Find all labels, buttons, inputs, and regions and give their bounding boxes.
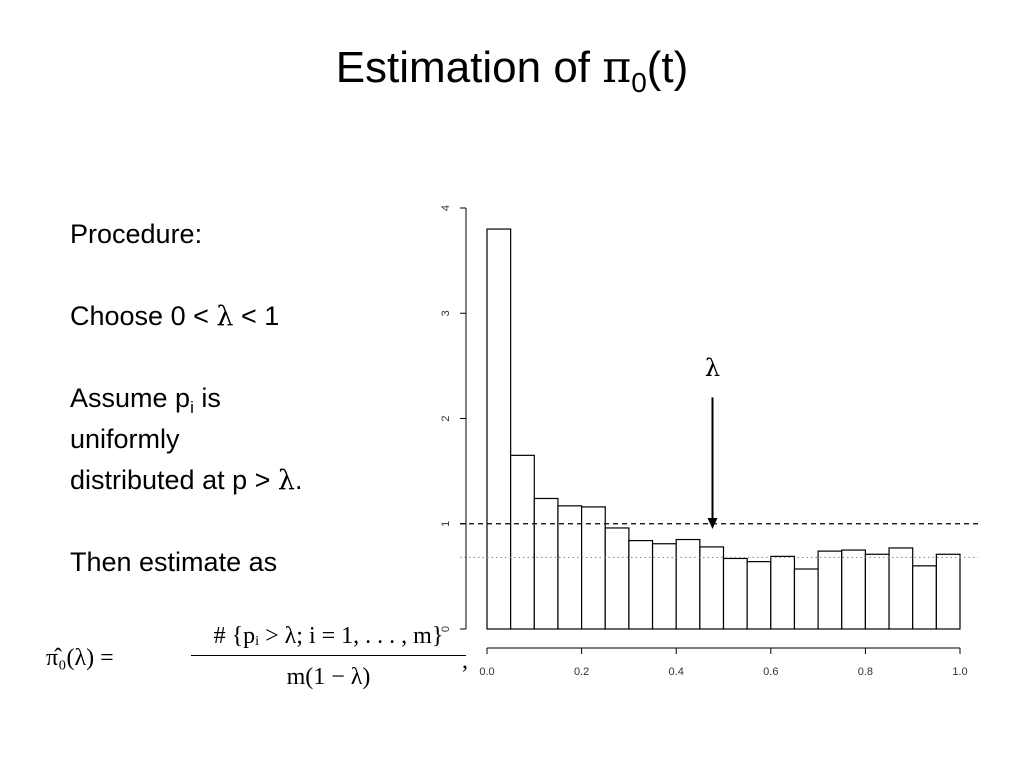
- histogram-bar: [699, 546, 725, 630]
- uniformly-line: uniformly: [70, 424, 180, 454]
- histogram-bar: [533, 497, 559, 630]
- procedure-heading: Procedure:: [70, 219, 203, 249]
- x-tick-label: 0.0: [479, 666, 494, 678]
- lambda-label: λ: [705, 354, 720, 382]
- histogram-bar: [486, 228, 512, 630]
- y-axis: 0 1 2 3 4: [440, 205, 467, 632]
- histogram-bar: [722, 557, 748, 630]
- histogram-bar: [510, 454, 535, 630]
- histogram-bar: [912, 565, 937, 630]
- distributed-tail: .: [295, 465, 303, 495]
- choose-lambda-line: Choose 0 < λ < 1: [70, 296, 400, 337]
- histogram-bars: [486, 228, 961, 630]
- histogram-bar: [651, 543, 677, 630]
- x-tick-label: 1.0: [952, 666, 967, 678]
- lambda-symbol: λ: [216, 301, 234, 332]
- estimate-line: Then estimate as: [70, 547, 278, 577]
- p-subscript: i: [190, 398, 194, 417]
- histogram-bar: [888, 547, 914, 630]
- assume-tail: is: [193, 383, 221, 413]
- title-pi-symbol: π: [602, 42, 632, 93]
- histogram-bar: [817, 550, 843, 630]
- formula-fraction: # {pᵢ > λ; i = 1, . . . , m} m(1 − λ): [191, 620, 466, 693]
- distributed-text: distributed at p >: [70, 465, 278, 495]
- histogram-bar: [675, 538, 701, 630]
- y-tick-label: 2: [440, 415, 452, 421]
- y-tick-label: 1: [440, 521, 452, 527]
- y-tick-label: 4: [440, 205, 452, 211]
- y-tick-label: 0: [440, 626, 452, 632]
- histogram-bar: [841, 549, 866, 630]
- histogram-bar: [580, 506, 606, 630]
- distributed-line: distributed at p > λ.: [70, 460, 400, 501]
- histogram-bar: [793, 568, 819, 630]
- x-tick-label: 0.4: [669, 666, 684, 678]
- slide-title: Estimation of π0(t): [0, 38, 1024, 98]
- x-axis: 0.0 0.2 0.4 0.6 0.8 1.0: [479, 647, 968, 678]
- title-tail: (t): [646, 43, 689, 92]
- lambda-annotation: λ: [705, 354, 720, 530]
- title-subscript: 0: [631, 67, 647, 98]
- lambda-symbol: λ: [277, 465, 296, 496]
- assume-text: Assume p: [70, 383, 191, 413]
- x-tick-label: 0.8: [858, 666, 873, 678]
- histogram-bar: [770, 555, 796, 630]
- reference-lines: [460, 523, 978, 558]
- histogram-bar: [746, 561, 772, 630]
- formula-numerator: # {pᵢ > λ; i = 1, . . . , m}: [213, 623, 444, 649]
- fraction-bar: [191, 655, 466, 656]
- title-main: Estimation of: [335, 43, 603, 92]
- histogram-bar: [604, 527, 630, 630]
- pi0-estimator-formula: π̂₀(λ) = # {pᵢ > λ; i = 1, . . . , m} m(…: [46, 620, 468, 700]
- x-tick-label: 0.2: [574, 666, 589, 678]
- assume-line: Assume pi is: [70, 378, 400, 419]
- x-tick-label: 0.6: [763, 666, 778, 678]
- histogram-bar: [864, 553, 890, 630]
- choose-tail: < 1: [233, 301, 280, 331]
- formula-lhs: π̂₀(λ) =: [46, 645, 114, 671]
- procedure-text: Procedure: Choose 0 < λ < 1 Assume pi is…: [70, 214, 400, 583]
- formula-comma: ,: [462, 648, 468, 674]
- formula-denominator: m(1 − λ): [286, 664, 371, 690]
- lambda-arrow-head: [707, 518, 718, 530]
- choose-text: Choose 0 <: [70, 301, 217, 331]
- y-tick-label: 3: [440, 310, 452, 316]
- histogram-bar: [628, 539, 654, 630]
- histogram-bar: [935, 553, 961, 630]
